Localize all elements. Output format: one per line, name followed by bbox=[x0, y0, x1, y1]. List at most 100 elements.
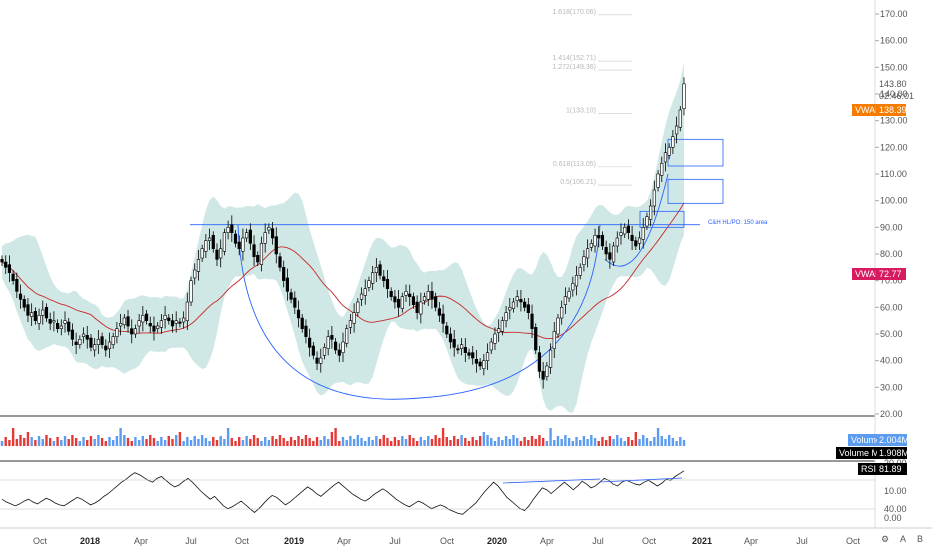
time-tick-label: Jul bbox=[389, 536, 401, 546]
volume-bar bbox=[26, 432, 30, 446]
volume-bar bbox=[275, 439, 278, 446]
volume-bar bbox=[597, 441, 600, 446]
volume-bar bbox=[630, 440, 634, 446]
volume-bar bbox=[367, 437, 371, 446]
candle-body bbox=[55, 323, 60, 329]
candle-body bbox=[41, 309, 45, 316]
candle-body bbox=[408, 293, 412, 297]
volume-bar bbox=[664, 439, 667, 446]
volume-bar bbox=[260, 441, 263, 446]
price-tick-label: 100.00 bbox=[880, 196, 908, 206]
volume-bar bbox=[523, 437, 526, 446]
volume-bar bbox=[193, 436, 196, 446]
candle-body bbox=[59, 325, 63, 329]
volume-bar bbox=[593, 438, 597, 446]
volume-bar bbox=[30, 437, 33, 446]
volume-bar bbox=[608, 436, 612, 446]
rsi-trendline bbox=[502, 478, 601, 484]
time-tick-label: Oct bbox=[846, 536, 861, 546]
volume-bar bbox=[567, 438, 571, 446]
log-scale-button[interactable]: B bbox=[917, 534, 923, 544]
volume-bar bbox=[100, 438, 104, 446]
volume-bar bbox=[0, 441, 4, 446]
candle-body bbox=[326, 336, 330, 349]
volume-bar bbox=[301, 439, 304, 446]
time-axis[interactable]: Oct 2018 Apr Jul Oct 2019 Apr Jul Oct 2020 Apr Jul O… bbox=[33, 536, 861, 546]
candle-body bbox=[81, 333, 86, 337]
volume-bar bbox=[115, 436, 119, 446]
volume-bar bbox=[271, 436, 274, 446]
candle-body bbox=[471, 352, 475, 359]
candle-body bbox=[319, 357, 323, 364]
volume-bar bbox=[579, 440, 582, 446]
candle-body bbox=[608, 252, 612, 260]
candle-body bbox=[304, 325, 308, 337]
volume-bar bbox=[616, 435, 619, 446]
volume-bar bbox=[441, 428, 445, 446]
candle-body bbox=[352, 312, 356, 324]
volume-bar bbox=[230, 438, 234, 446]
candle-body bbox=[78, 339, 82, 345]
volume-bar bbox=[289, 437, 293, 446]
time-tick-label: Jul bbox=[796, 536, 808, 546]
candle-body bbox=[63, 320, 67, 324]
candle-body bbox=[270, 228, 275, 239]
settings-gear-icon[interactable]: ⚙ bbox=[881, 534, 889, 544]
volume-bar bbox=[108, 437, 111, 446]
volume-bar bbox=[52, 441, 56, 446]
candle-body bbox=[519, 299, 523, 303]
candle-body bbox=[67, 321, 71, 332]
candle-body bbox=[504, 312, 508, 321]
volume-bar bbox=[586, 439, 589, 446]
candle-body bbox=[85, 335, 89, 340]
volume-bar bbox=[638, 439, 641, 446]
candle-body bbox=[289, 292, 293, 300]
volume-bar bbox=[197, 439, 200, 446]
candle-body bbox=[26, 304, 30, 316]
volume-bar bbox=[41, 439, 44, 446]
candle-body bbox=[641, 227, 645, 240]
candle-body bbox=[615, 237, 619, 247]
candle-body bbox=[130, 328, 134, 335]
candle-body bbox=[222, 232, 226, 252]
candle-body bbox=[371, 272, 375, 284]
candle-body bbox=[285, 277, 290, 292]
volume-bar bbox=[89, 436, 93, 446]
volume-bar bbox=[371, 440, 374, 446]
candle-body bbox=[545, 365, 549, 377]
time-tick-label: Oct bbox=[440, 536, 455, 546]
volume-bar bbox=[512, 435, 515, 446]
candle-body bbox=[404, 291, 408, 296]
handle-curve bbox=[604, 173, 669, 267]
volume-bar bbox=[267, 440, 271, 446]
time-tick-label: Jul bbox=[185, 536, 197, 546]
candle-body bbox=[170, 320, 175, 327]
volume-bar bbox=[556, 436, 560, 446]
volume-bar bbox=[71, 435, 74, 446]
volume-bar bbox=[212, 437, 215, 446]
volume-bar bbox=[378, 439, 382, 446]
volume-bar bbox=[137, 440, 141, 446]
volume-bar bbox=[478, 436, 482, 446]
candle-body bbox=[649, 205, 653, 220]
price-tick-label: 20.00 bbox=[880, 409, 903, 419]
candle-body bbox=[422, 296, 427, 301]
time-tick-label: Oct bbox=[642, 536, 657, 546]
candle-body bbox=[441, 313, 445, 324]
svg-text:138.39: 138.39 bbox=[879, 105, 907, 115]
auto-scale-button[interactable]: A bbox=[900, 534, 906, 544]
volume-bar bbox=[45, 435, 48, 446]
volume-bar bbox=[171, 439, 174, 446]
time-tick-label: Oct bbox=[33, 536, 48, 546]
candle-body bbox=[511, 301, 516, 309]
candle-body bbox=[356, 301, 360, 313]
candle-body bbox=[385, 279, 390, 289]
candle-body bbox=[619, 232, 623, 236]
price-axis[interactable]: 170.00 160.00 150.00 140.00 130.00 120.00 110.… bbox=[875, 9, 908, 419]
volume-bar bbox=[386, 438, 389, 446]
volume-bar bbox=[219, 436, 222, 446]
candle-body bbox=[263, 232, 267, 244]
candle-body bbox=[500, 320, 504, 332]
